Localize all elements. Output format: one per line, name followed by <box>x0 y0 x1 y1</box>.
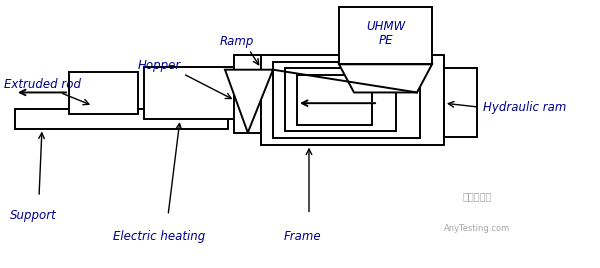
Bar <box>339 7 432 64</box>
Bar <box>144 67 237 119</box>
Bar <box>15 109 228 129</box>
Polygon shape <box>339 64 432 92</box>
Text: UHMW
PE: UHMW PE <box>366 20 406 47</box>
Text: Electric heating: Electric heating <box>113 230 205 244</box>
Bar <box>234 55 261 133</box>
Text: 嘉峨检测网: 嘉峨检测网 <box>463 191 491 201</box>
Text: Hydraulic ram: Hydraulic ram <box>483 101 566 114</box>
Bar <box>261 55 444 145</box>
Bar <box>297 75 372 125</box>
Bar <box>69 72 138 114</box>
Bar <box>444 68 477 137</box>
Text: Ramp: Ramp <box>220 35 254 48</box>
Polygon shape <box>225 70 273 133</box>
Text: Extruded rod: Extruded rod <box>4 78 80 91</box>
Text: AnyTesting.com: AnyTesting.com <box>444 224 510 233</box>
Bar <box>273 62 420 138</box>
Text: Support: Support <box>10 209 56 222</box>
Text: Frame: Frame <box>284 230 322 244</box>
Bar <box>285 68 396 131</box>
Text: Hopper: Hopper <box>137 59 181 72</box>
